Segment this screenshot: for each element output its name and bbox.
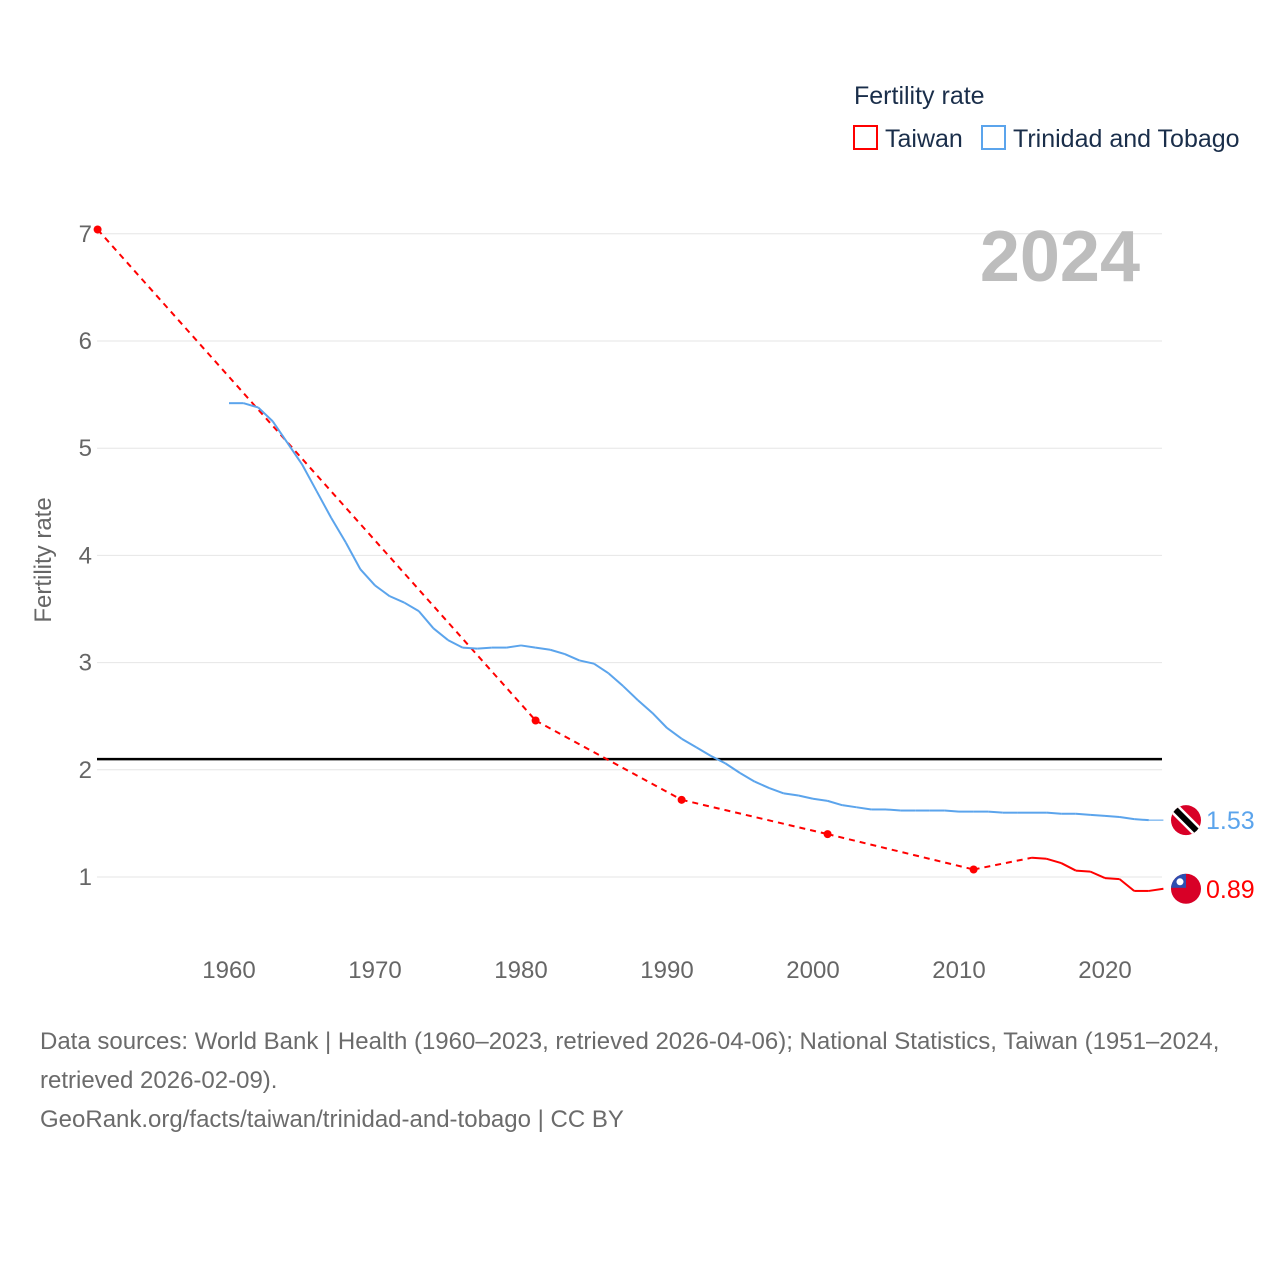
- series-segment: [564, 653, 580, 662]
- series-segment: [403, 601, 420, 613]
- series-segment: [710, 754, 726, 765]
- x-tick-label: 2010: [932, 957, 985, 984]
- series-segment: [681, 798, 828, 836]
- data-point: [677, 795, 686, 804]
- series-segment: [257, 406, 274, 423]
- series-segment: [681, 737, 697, 749]
- series-segment: [607, 672, 624, 687]
- series-segment: [520, 644, 536, 649]
- legend-label: Trinidad and Tobago: [1013, 125, 1240, 153]
- data-point: [823, 830, 832, 839]
- legend-label: Taiwan: [885, 125, 963, 153]
- series-segment: [1046, 811, 1062, 815]
- fertility-chart: 1 2 3 4 5 6 7 1960 1970 1980 1990 2000 2010 2020 Ferti…: [30, 82, 1255, 984]
- series-segment: [812, 797, 828, 802]
- x-tick-label: 1980: [494, 957, 547, 984]
- series-segment: [96, 228, 537, 722]
- series-segment: [651, 712, 668, 729]
- series-segment: [330, 517, 347, 544]
- series-segment: [286, 442, 303, 465]
- series-segment: [477, 646, 492, 650]
- series-segment: [1119, 815, 1135, 821]
- y-tick-label: 1: [79, 864, 92, 891]
- series-segment: [885, 808, 901, 812]
- y-tick-label: 5: [79, 435, 92, 462]
- series-segment: [637, 699, 654, 714]
- series-segment: [622, 685, 639, 701]
- series-segment: [301, 463, 318, 492]
- data-point: [969, 865, 978, 874]
- series-segment: [243, 402, 259, 409]
- series-segment: [1089, 870, 1106, 879]
- series-segment: [754, 780, 770, 789]
- series-segment: [1075, 869, 1091, 873]
- sources-text: Data sources: World Bank | Health (1960–…: [40, 1028, 1220, 1094]
- series-segment: [1134, 818, 1149, 822]
- y-axis-label: Fertility rate: [30, 497, 57, 622]
- x-tick-label: 2020: [1078, 957, 1131, 984]
- series-segment: [1046, 857, 1062, 865]
- x-tick-label: 1990: [640, 957, 693, 984]
- data-point: [531, 716, 540, 725]
- series-segment: [666, 727, 683, 740]
- series-segment: [1104, 814, 1120, 818]
- series-segment: [535, 719, 683, 801]
- series-segment: [418, 610, 435, 629]
- x-tick-label: 1970: [348, 957, 401, 984]
- series-segment: [359, 568, 376, 587]
- attribution-text: GeoRank.org/facts/taiwan/trinidad-and-to…: [40, 1106, 624, 1133]
- series-segment: [432, 627, 449, 641]
- series-segment: [724, 762, 741, 774]
- legend-title: Fertility rate: [854, 82, 985, 110]
- y-tick-label: 3: [79, 650, 92, 677]
- series-segment: [1118, 878, 1135, 892]
- series-segment: [374, 584, 391, 597]
- year-label: 2024: [980, 217, 1140, 297]
- y-tick-label: 6: [79, 328, 92, 355]
- series-segment: [783, 792, 799, 797]
- series-segment: [1148, 887, 1164, 892]
- series-segment: [535, 646, 551, 651]
- series-segment: [842, 804, 857, 809]
- legend-swatch-0: [853, 125, 878, 150]
- y-tick-label: 2: [79, 757, 92, 784]
- series-segment: [1060, 862, 1077, 872]
- series-segment: [447, 639, 464, 649]
- end-value-label: 0.89: [1206, 876, 1255, 904]
- y-tick-label: 7: [79, 221, 92, 248]
- series-segment: [988, 810, 1003, 814]
- series-segment: [1090, 813, 1106, 817]
- series-segment: [549, 648, 566, 655]
- series-segment: [1031, 856, 1047, 860]
- series-segment: [315, 490, 333, 519]
- series-segment: [827, 799, 843, 807]
- x-tick-label: 1960: [202, 957, 255, 984]
- series-segment: [593, 662, 610, 675]
- flag-sun: [1176, 878, 1184, 886]
- data-sources: Data sources: World Bank | Health (1960–…: [40, 1022, 1250, 1139]
- series-segment: [944, 809, 960, 813]
- series-segment: [856, 806, 872, 811]
- series-segment: [1075, 812, 1091, 816]
- y-tick-label: 4: [79, 542, 92, 569]
- series-segment: [344, 542, 362, 570]
- legend-swatch-1: [981, 125, 1006, 150]
- series-segment: [973, 856, 1033, 871]
- series-segment: [798, 794, 814, 800]
- series-segment: [827, 833, 974, 871]
- series-segment: [271, 420, 289, 444]
- series-segment: [506, 644, 522, 649]
- series-segment: [695, 746, 712, 757]
- x-tick-label: 2000: [786, 957, 839, 984]
- flag-stripe: [1171, 805, 1201, 836]
- series-segment: [768, 787, 785, 795]
- series-segment: [389, 595, 405, 604]
- series-segment: [462, 646, 478, 650]
- data-point: [93, 225, 102, 234]
- series-segment: [579, 659, 595, 665]
- series-segment: [1104, 877, 1120, 881]
- end-value-label: 1.53: [1206, 807, 1255, 835]
- series-segment: [739, 772, 756, 783]
